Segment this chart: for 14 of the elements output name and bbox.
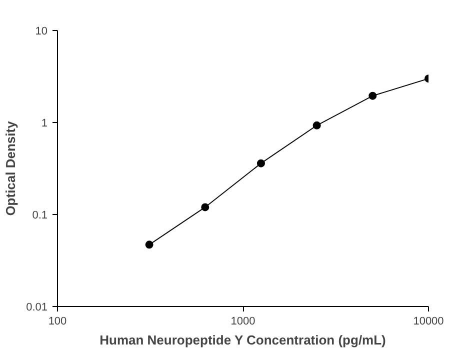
y-tick-label: 1 xyxy=(41,118,48,130)
y-tick-label: 0.01 xyxy=(26,302,48,314)
x-tick-label: 100 xyxy=(48,316,67,328)
point xyxy=(256,159,265,168)
y-axis-title: Optical Density xyxy=(3,120,18,216)
y-tick-label: 0.1 xyxy=(32,210,48,222)
point xyxy=(312,121,321,130)
x-tick-label: 10000 xyxy=(413,316,444,328)
x-axis-title: Human Neuropeptide Y Concentration (pg/mL) xyxy=(100,332,386,348)
point xyxy=(368,92,377,100)
point xyxy=(145,240,154,249)
point xyxy=(201,203,210,212)
x-tick-label: 1000 xyxy=(230,316,256,328)
y-tick-label: 10 xyxy=(35,26,48,38)
